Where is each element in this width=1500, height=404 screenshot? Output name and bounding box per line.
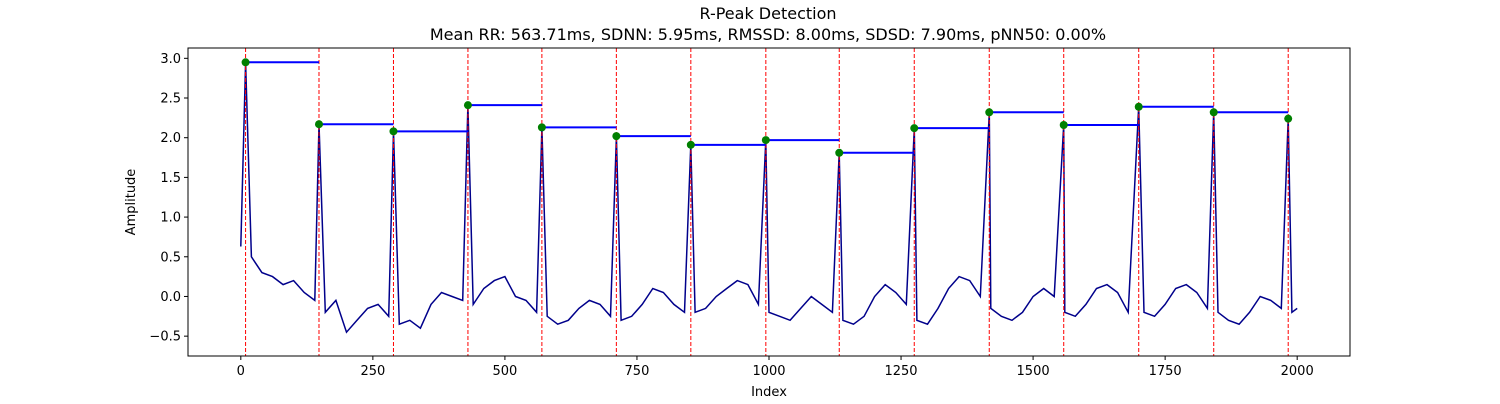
r-peak-point: [612, 132, 621, 141]
r-peak-point: [463, 101, 472, 110]
x-tick-label: 750: [625, 364, 650, 379]
y-tick-label: 1.5: [160, 171, 181, 186]
y-tick-label: −0.5: [149, 330, 181, 345]
r-peak-point: [1209, 108, 1218, 117]
r-peak-point: [314, 120, 323, 129]
x-tick-label: 250: [360, 364, 385, 379]
x-tick-label: 2000: [1281, 364, 1314, 379]
x-tick-label: 1750: [1149, 364, 1182, 379]
x-tick-label: 0: [237, 364, 245, 379]
x-tick-label: 1500: [1017, 364, 1050, 379]
r-peak-point: [686, 140, 695, 149]
y-tick-label: 0.5: [160, 250, 181, 265]
plot-area: [240, 48, 1298, 356]
r-peak-point: [241, 58, 250, 67]
r-peak-point: [910, 124, 919, 133]
axes: 0 250 500 750 1000 1250 1500 1750 2000 −0.5 0.0 0.5…: [149, 52, 1313, 379]
y-tick-label: 3.0: [160, 52, 181, 67]
chart-title: R-Peak Detection: [699, 4, 836, 23]
chart-subtitle: Mean RR: 563.71ms, SDNN: 5.95ms, RMSSD: …: [430, 25, 1106, 44]
y-tick-label: 2.5: [160, 92, 181, 107]
y-tick-label: 1.0: [160, 211, 181, 226]
r-peak-point: [1284, 114, 1293, 123]
x-axis-label: Index: [751, 385, 787, 400]
r-peak-point: [389, 127, 398, 136]
y-tick-label: 0.0: [160, 290, 181, 305]
r-peak-point: [1134, 102, 1143, 111]
x-tick-label: 500: [492, 364, 517, 379]
y-axis-label: Amplitude: [124, 169, 139, 236]
r-peak-point: [1059, 121, 1068, 129]
x-tick-label: 1250: [884, 364, 917, 379]
ecg-signal-line: [240, 62, 1298, 334]
x-tick-label: 1000: [752, 364, 785, 379]
r-peak-point: [985, 108, 994, 117]
y-tick-label: 2.0: [160, 131, 181, 146]
r-peak-point: [835, 148, 844, 157]
r-peak-point: [537, 123, 546, 132]
r-peak-point: [761, 136, 770, 145]
